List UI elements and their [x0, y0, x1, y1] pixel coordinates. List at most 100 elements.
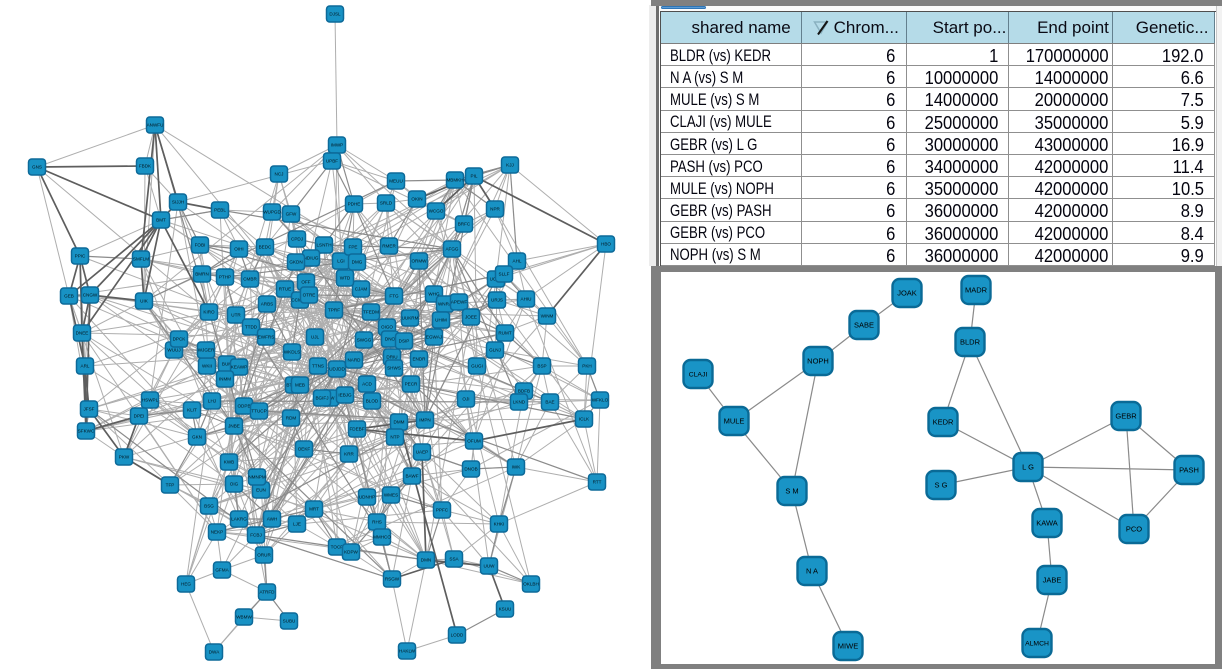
svg-text:ICLK: ICLK [579, 417, 590, 422]
svg-text:CJAM: CJAM [355, 287, 368, 292]
svg-text:DNEE: DNEE [76, 331, 89, 336]
svg-text:SHWS: SHWS [387, 366, 401, 371]
svg-text:TOCP: TOCP [331, 545, 344, 550]
svg-text:ORUR: ORUR [257, 553, 271, 558]
svg-text:KEDR: KEDR [933, 418, 954, 427]
svg-text:WJGER: WJGER [198, 348, 215, 353]
svg-text:KAWA: KAWA [1036, 519, 1058, 528]
svg-text:GUGI: GUGI [471, 364, 483, 369]
svg-text:OIG: OIG [230, 482, 239, 487]
svg-text:LKND: LKND [513, 400, 526, 405]
svg-text:CMBR: CMBR [243, 277, 257, 282]
svg-text:BAE: BAE [545, 400, 554, 405]
svg-text:GLNJ: GLNJ [489, 348, 501, 353]
svg-text:PASH: PASH [1179, 466, 1199, 475]
svg-text:HEG: HEG [181, 582, 191, 587]
svg-text:IMWP: IMWP [331, 143, 344, 148]
svg-text:AHL: AHL [513, 259, 522, 264]
svg-text:OFF: OFF [301, 280, 310, 285]
svg-text:UDJDD: UDJDD [329, 367, 345, 372]
svg-text:EUN: EUN [256, 488, 266, 493]
svg-text:MRT: MRT [309, 507, 319, 512]
svg-text:JABE: JABE [1043, 576, 1062, 585]
svg-text:PCO: PCO [1126, 525, 1142, 534]
svg-text:SUBU: SUBU [283, 619, 296, 624]
svg-text:BUM: BUM [222, 362, 232, 367]
svg-text:GFW: GFW [286, 212, 297, 217]
svg-text:JOAK: JOAK [897, 289, 917, 298]
svg-text:UAEP: UAEP [416, 450, 429, 455]
svg-text:SFKWC: SFKWC [78, 429, 95, 434]
svg-text:OEKF: OEKF [298, 447, 311, 452]
svg-text:MMHCO: MMHCO [373, 535, 391, 540]
svg-text:S M: S M [785, 487, 798, 496]
svg-text:UJL: UJL [311, 335, 320, 340]
svg-text:ARBS: ARBS [261, 302, 274, 307]
svg-text:RTUE: RTUE [279, 287, 291, 292]
svg-text:ODPB: ODPB [237, 404, 250, 409]
svg-text:LODD: LODD [451, 633, 464, 638]
svg-text:FCBJ: FCBJ [250, 533, 261, 538]
svg-text:SRLD: SRLD [380, 201, 393, 206]
svg-text:OIGO: OIGO [381, 325, 393, 330]
svg-text:PKH: PKH [582, 364, 591, 369]
svg-text:DRIU: DRIU [386, 355, 397, 360]
svg-text:LSNTH: LSNTH [316, 243, 331, 248]
svg-text:DPCK: DPCK [173, 337, 187, 342]
svg-text:WKII: WKII [202, 364, 212, 369]
svg-text:FDEBF: FDEBF [349, 427, 364, 432]
svg-text:CLAJI: CLAJI [689, 372, 708, 379]
svg-text:DMG: DMG [352, 260, 363, 265]
svg-text:FBDK: FBDK [139, 164, 152, 169]
svg-text:RTT: RTT [593, 480, 602, 485]
svg-text:LGI: LGI [337, 259, 344, 264]
svg-text:MBMKH: MBMKH [446, 178, 463, 183]
svg-text:NTP: NTP [390, 435, 399, 440]
svg-text:OJI: OJI [462, 397, 469, 402]
svg-text:KHKI: KHKI [494, 522, 505, 527]
svg-text:HBO: HBO [601, 242, 611, 247]
svg-text:WMES: WMES [384, 493, 398, 498]
svg-text:SSA: SSA [449, 557, 459, 562]
svg-text:TTDD: TTDD [245, 325, 258, 330]
svg-text:IWK: IWK [512, 465, 522, 470]
svg-text:WUPGD: WUPGD [263, 210, 281, 215]
svg-text:DNOB: DNOB [464, 467, 477, 472]
svg-text:WNRA: WNRA [438, 302, 453, 307]
svg-text:SLLF: SLLF [499, 272, 510, 277]
svg-text:MIWE: MIWE [838, 642, 858, 651]
svg-text:JNBE: JNBE [228, 424, 240, 429]
svg-text:PTHP: PTHP [219, 275, 231, 280]
svg-text:SWGG: SWGG [357, 338, 372, 343]
svg-text:KSUU: KSUU [499, 607, 512, 612]
svg-text:BRFC: BRFC [458, 222, 471, 227]
svg-text:L G: L G [1022, 463, 1034, 472]
svg-text:OKLBH: OKLBH [523, 582, 539, 587]
svg-text:DWA: DWA [209, 650, 220, 655]
svg-text:BSP: BSP [537, 364, 546, 369]
svg-text:CNGW: CNGW [83, 293, 98, 298]
svg-text:MADR: MADR [965, 286, 988, 295]
svg-text:PDHE: PDHE [348, 202, 361, 207]
svg-text:UUW: UUW [484, 564, 496, 569]
svg-text:NARD: NARD [347, 358, 361, 363]
svg-text:WUUJ: WUUJ [167, 348, 180, 353]
svg-text:URJS: URJS [491, 298, 503, 303]
svg-text:KJJ: KJJ [506, 163, 514, 168]
svg-text:HAKLW: HAKLW [399, 649, 416, 654]
svg-text:BSG: BSG [204, 504, 214, 509]
svg-text:ANWFU: ANWFU [147, 123, 164, 128]
svg-text:BLDR: BLDR [960, 338, 981, 347]
svg-text:SABE: SABE [854, 321, 874, 330]
svg-text:MEB: MEB [295, 383, 305, 388]
svg-text:ARL: ARL [81, 364, 90, 369]
svg-text:ENDR: ENDR [412, 357, 426, 362]
svg-text:GEB: GEB [64, 294, 74, 299]
svg-text:LAKRG: LAKRG [231, 517, 247, 522]
svg-text:RDM: RDM [286, 416, 297, 421]
svg-text:PIL: PIL [471, 174, 478, 179]
svg-text:PPFC: PPFC [436, 508, 449, 513]
svg-text:PPIC: PPIC [75, 254, 86, 259]
svg-text:RUMT: RUMT [498, 331, 511, 336]
svg-text:PEBL: PEBL [214, 208, 226, 213]
